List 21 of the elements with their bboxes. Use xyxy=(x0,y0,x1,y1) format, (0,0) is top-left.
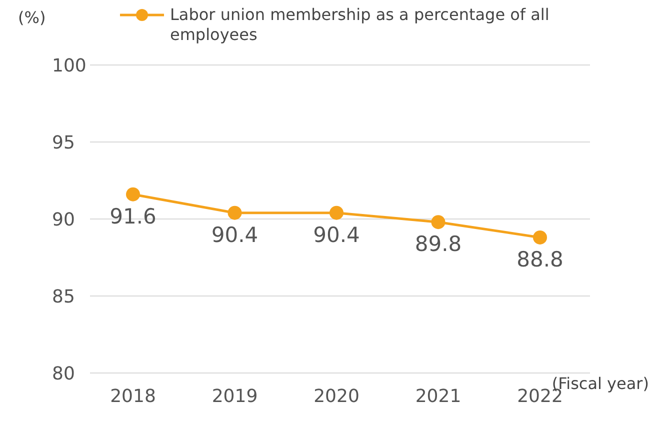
x-tick-label: 2021 xyxy=(415,386,462,407)
data-label: 90.4 xyxy=(313,222,360,247)
legend-label: Labor union membership as a percentage of all employees xyxy=(170,5,550,45)
x-tick-label: 2020 xyxy=(314,386,360,407)
data-label: 91.6 xyxy=(110,204,156,228)
x-tick-label: 2019 xyxy=(212,386,258,407)
x-tick-label: 2018 xyxy=(110,386,156,407)
data-label: 88.8 xyxy=(516,247,564,272)
point xyxy=(431,215,446,230)
point xyxy=(228,206,242,220)
point xyxy=(533,230,547,244)
y-tick-label: 100 xyxy=(52,55,86,76)
y-axis-title: (%) xyxy=(18,8,46,27)
data-label: 89.8 xyxy=(414,232,462,256)
y-tick-label: 85 xyxy=(52,286,75,308)
y-tick-label: 90 xyxy=(52,209,75,230)
data-label: 90.4 xyxy=(211,222,258,247)
y-tick-label: 80 xyxy=(52,363,75,384)
point xyxy=(330,206,344,220)
point xyxy=(126,187,140,202)
y-tick-label: 95 xyxy=(52,132,75,154)
